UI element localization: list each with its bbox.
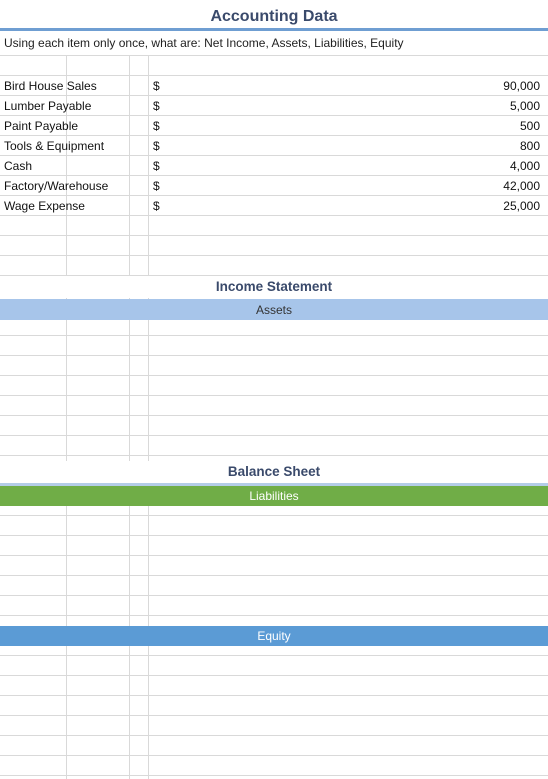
table-row: Paint Payable $500 xyxy=(0,116,548,136)
item-label: Wage Expense xyxy=(4,199,85,213)
grid-row-line xyxy=(0,95,548,96)
item-currency: $ xyxy=(153,199,160,213)
grid-row-line xyxy=(0,235,548,236)
table-row: Lumber Payable $5,000 xyxy=(0,96,548,116)
grid-column-line xyxy=(148,0,149,779)
item-amount: 42,000 xyxy=(503,179,540,193)
grid-row-line xyxy=(0,395,548,396)
item-amount: 500 xyxy=(519,119,540,133)
grid-row-line xyxy=(0,695,548,696)
grid-row-line xyxy=(0,215,548,216)
grid-row-line xyxy=(0,675,548,676)
item-currency: $ xyxy=(153,79,160,93)
grid-row-line xyxy=(0,735,548,736)
sheet-title: Accounting Data xyxy=(210,8,338,25)
instructions-text: Using each item only once, what are: Net… xyxy=(4,36,404,50)
item-amount: 800 xyxy=(519,139,540,153)
grid-row-line xyxy=(0,135,548,136)
item-currency: $ xyxy=(153,159,160,173)
item-currency: $ xyxy=(153,179,160,193)
grid-row-line xyxy=(0,575,548,576)
title-merged-area xyxy=(0,0,548,55)
item-currency: $ xyxy=(153,119,160,133)
grid-row-line xyxy=(0,755,548,756)
item-currency: $ xyxy=(153,139,160,153)
grid-row-line xyxy=(0,535,548,536)
grid-row-line xyxy=(0,375,548,376)
grid-column-line xyxy=(66,0,67,779)
grid-row-line xyxy=(0,175,548,176)
grid-column-line xyxy=(129,0,130,779)
instructions-border xyxy=(0,55,548,56)
liabilities-top-rule xyxy=(0,483,548,486)
grid-row-line xyxy=(0,555,548,556)
item-amount: 4,000 xyxy=(509,159,540,173)
liabilities-label: Liabilities xyxy=(249,489,299,503)
income-statement-merged xyxy=(0,276,548,298)
grid-row-line xyxy=(0,155,548,156)
grid-row-line xyxy=(0,115,548,116)
grid-row-line xyxy=(0,655,548,656)
item-label: Cash xyxy=(4,159,33,173)
item-currency: $ xyxy=(153,99,160,113)
item-label: Paint Payable xyxy=(4,119,79,133)
grid-row-line xyxy=(0,255,548,256)
table-row: Bird House Sales $90,000 xyxy=(0,76,548,96)
equity-label: Equity xyxy=(257,629,291,643)
grid-row-line xyxy=(0,595,548,596)
item-label: Lumber Payable xyxy=(4,99,92,113)
item-amount: 90,000 xyxy=(503,79,540,93)
table-row: Tools & Equipment $800 xyxy=(0,136,548,156)
grid-row-line xyxy=(0,515,548,516)
grid-row-line xyxy=(0,335,548,336)
grid-row-line xyxy=(0,415,548,416)
income-statement-title: Income Statement xyxy=(215,279,333,294)
grid-row-line xyxy=(0,435,548,436)
balance-sheet-title: Balance Sheet xyxy=(227,464,321,479)
grid-row-line xyxy=(0,75,548,76)
table-row: Factory/Warehouse $42,000 xyxy=(0,176,548,196)
item-label: Bird House Sales xyxy=(4,79,97,93)
item-label: Factory/Warehouse xyxy=(4,179,109,193)
grid-row-line xyxy=(0,615,548,616)
grid-row-line xyxy=(0,355,548,356)
table-row: Wage Expense $25,000 xyxy=(0,196,548,216)
equity-band: Equity xyxy=(0,626,548,646)
grid-row-line xyxy=(0,455,548,456)
assets-band: Assets xyxy=(0,299,548,320)
liabilities-band: Liabilities xyxy=(0,486,548,506)
grid-row-line xyxy=(0,775,548,776)
item-amount: 5,000 xyxy=(509,99,540,113)
item-amount: 25,000 xyxy=(503,199,540,213)
balance-sheet-merged xyxy=(0,461,548,483)
grid-row-line xyxy=(0,275,548,276)
table-row: Cash $4,000 xyxy=(0,156,548,176)
grid-row-line xyxy=(0,715,548,716)
assets-label: Assets xyxy=(255,303,292,317)
item-label: Tools & Equipment xyxy=(4,139,105,153)
title-underline xyxy=(0,28,548,31)
grid-row-line xyxy=(0,195,548,196)
